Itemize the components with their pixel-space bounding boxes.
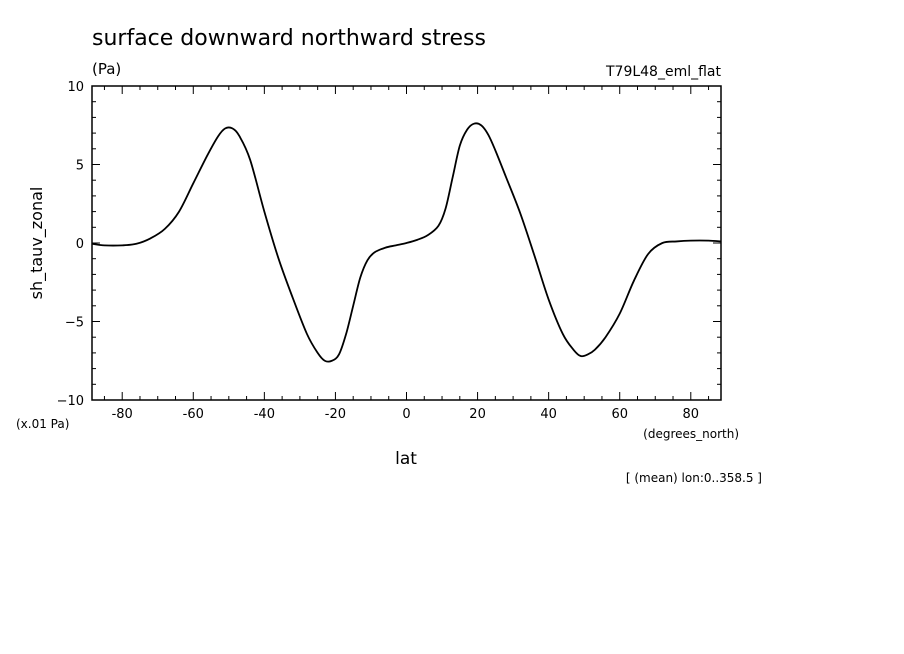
- experiment-label: T79L48_eml_flat: [605, 64, 722, 80]
- x-tick-label: 40: [540, 407, 557, 422]
- y-tick-label: 0: [76, 237, 84, 252]
- x-tick-label: -60: [183, 407, 204, 422]
- x-tick-label: -40: [254, 407, 275, 422]
- y-tick-label: −10: [57, 394, 84, 409]
- x-tick-label: -80: [112, 407, 133, 422]
- y-tick-labels: 10 5 0 −5 −10: [57, 80, 84, 409]
- series-line: [91, 122, 722, 363]
- y-tick-label: 5: [76, 159, 84, 174]
- units-label: (Pa): [92, 60, 121, 78]
- y-tick-label: −5: [65, 316, 84, 331]
- x-tick-label: 60: [611, 407, 628, 422]
- x-axis-label: lat: [395, 449, 417, 469]
- x-tick-labels: -80 -60 -40 -20 0 20 40 60 80: [112, 407, 699, 422]
- x-tick-label: 20: [469, 407, 486, 422]
- footnote: [ (mean) lon:0..358.5 ]: [626, 471, 762, 485]
- y-scale-note: (x.01 Pa): [16, 417, 69, 431]
- x-tick-label: -20: [325, 407, 346, 422]
- x-tick-label: 0: [402, 407, 410, 422]
- x-units-label: (degrees_north): [643, 427, 739, 441]
- y-axis-label: sh_tauv_zonal: [27, 187, 47, 300]
- chart-title: surface downward northward stress: [92, 26, 486, 51]
- tick-marks: [92, 86, 721, 400]
- y-tick-label: 10: [67, 80, 84, 95]
- x-tick-label: 80: [683, 407, 700, 422]
